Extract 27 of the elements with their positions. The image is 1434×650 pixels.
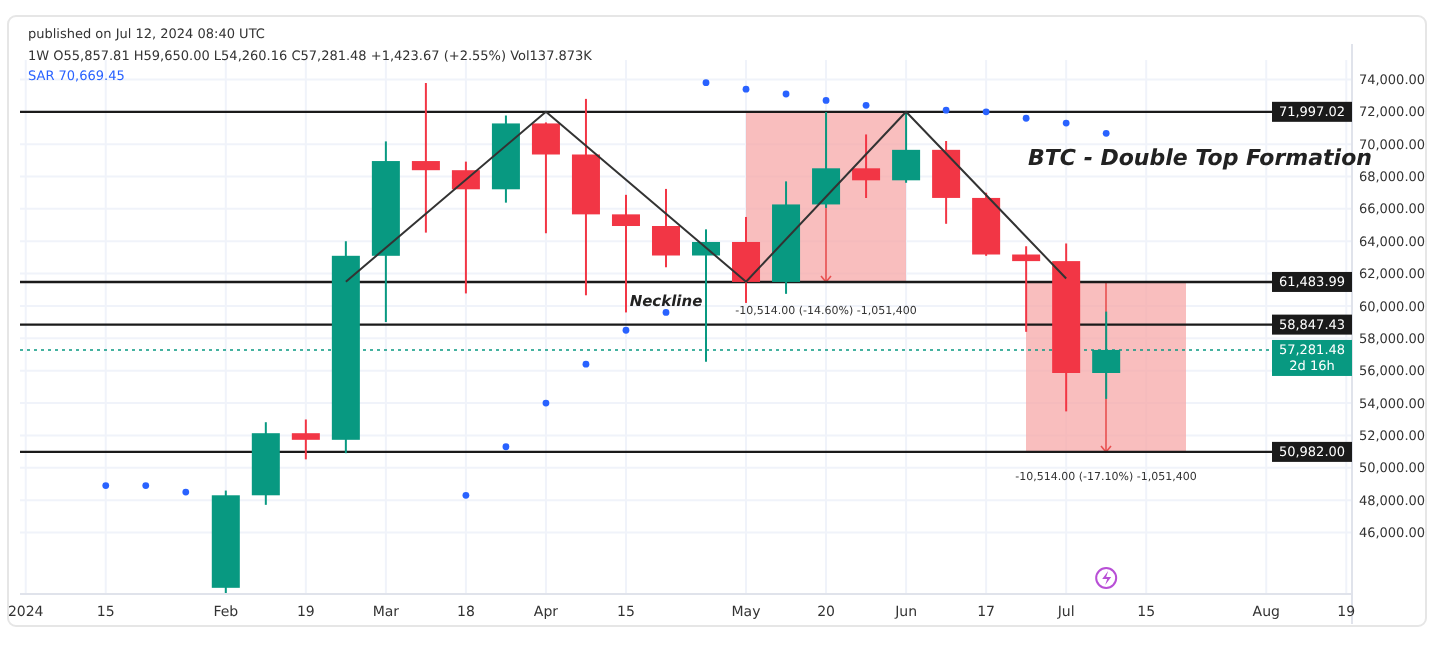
point: [182, 488, 190, 496]
point: [742, 85, 750, 93]
candlestick: [651, 187, 680, 269]
candlestick: [531, 121, 560, 235]
point: [662, 309, 670, 316]
point: [502, 443, 510, 451]
candlestick: [411, 82, 440, 234]
point: [822, 97, 830, 104]
point: [1102, 129, 1110, 137]
candlestick: [852, 133, 881, 200]
point: [1022, 114, 1030, 122]
point: [702, 79, 710, 87]
point: [862, 101, 870, 109]
point: [142, 482, 150, 489]
point: [582, 360, 590, 368]
point: [622, 326, 630, 334]
point: [102, 482, 110, 489]
point: [462, 491, 470, 499]
point: [782, 90, 790, 98]
candlestick: [892, 110, 921, 184]
point: [982, 108, 990, 116]
candlestick: [732, 215, 761, 304]
candlestick: [291, 418, 320, 461]
point: [542, 399, 550, 407]
point: [942, 106, 950, 114]
point: [1062, 119, 1070, 127]
candlestick: [1012, 245, 1041, 333]
